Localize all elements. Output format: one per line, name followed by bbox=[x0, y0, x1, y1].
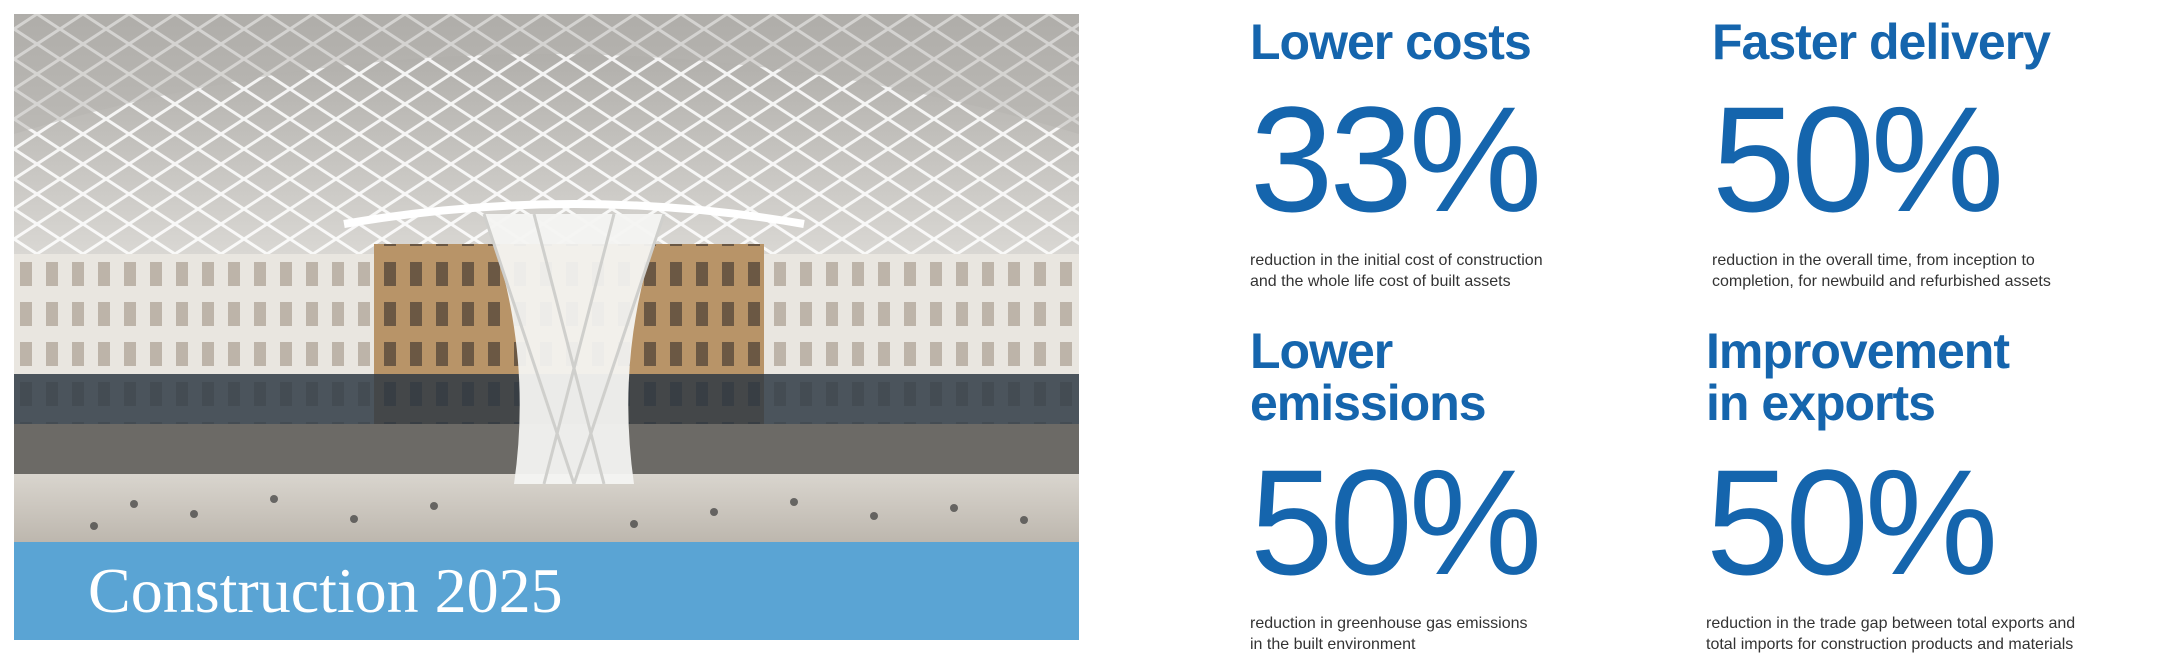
stat-faster-delivery: Faster delivery 50% reduction in the ove… bbox=[1712, 16, 2152, 292]
stat-heading-line: Lower costs bbox=[1250, 14, 1532, 70]
stat-improvement-in-exports: Improvement in exports 50% reduction in … bbox=[1706, 325, 2146, 655]
stat-description-line: reduction in greenhouse gas emissions bbox=[1250, 615, 1528, 632]
caption-title: Construction 2025 bbox=[88, 555, 563, 626]
stat-description: reduction in the trade gap between total… bbox=[1706, 613, 2126, 655]
stat-heading: Improvement in exports bbox=[1706, 325, 2146, 429]
stat-description: reduction in greenhouse gas emissions in… bbox=[1250, 613, 1670, 655]
stat-heading: Faster delivery bbox=[1712, 16, 2152, 68]
stat-description-line: total imports for construction products … bbox=[1706, 636, 2074, 653]
stat-heading-line: in exports bbox=[1706, 375, 1936, 431]
stat-description-line: reduction in the initial cost of constru… bbox=[1250, 252, 1543, 269]
stat-value: 50% bbox=[1250, 438, 1542, 606]
stat-heading-line: Faster delivery bbox=[1712, 14, 2051, 70]
stat-lower-emissions: Lower emissions 50% reduction in greenho… bbox=[1250, 325, 1690, 655]
stat-description: reduction in the overall time, from ince… bbox=[1712, 250, 2132, 292]
stat-description-line: reduction in the overall time, from ince… bbox=[1712, 252, 2035, 269]
photo-illustration bbox=[14, 14, 1079, 542]
stat-description-line: completion, for newbuild and refurbished… bbox=[1712, 273, 2051, 290]
stat-description-line: and the whole life cost of built assets bbox=[1250, 273, 1511, 290]
stat-description: reduction in the initial cost of constru… bbox=[1250, 250, 1670, 292]
stat-heading-line: Lower bbox=[1250, 323, 1393, 379]
stat-heading: Lower costs bbox=[1250, 16, 1690, 68]
station-concourse-photo bbox=[14, 14, 1079, 542]
stat-description-line: reduction in the trade gap between total… bbox=[1706, 615, 2076, 632]
stat-description-line: in the built environment bbox=[1250, 636, 1416, 653]
stat-heading: Lower emissions bbox=[1250, 325, 1690, 429]
stat-value: 50% bbox=[1706, 438, 1998, 606]
stat-heading-line: emissions bbox=[1250, 375, 1487, 431]
stat-value: 50% bbox=[1712, 75, 2004, 243]
stat-lower-costs: Lower costs 33% reduction in the initial… bbox=[1250, 16, 1690, 292]
caption-band: Construction 2025 bbox=[14, 542, 1079, 640]
stat-heading-line: Improvement bbox=[1706, 323, 2010, 379]
stat-value: 33% bbox=[1250, 75, 1542, 243]
